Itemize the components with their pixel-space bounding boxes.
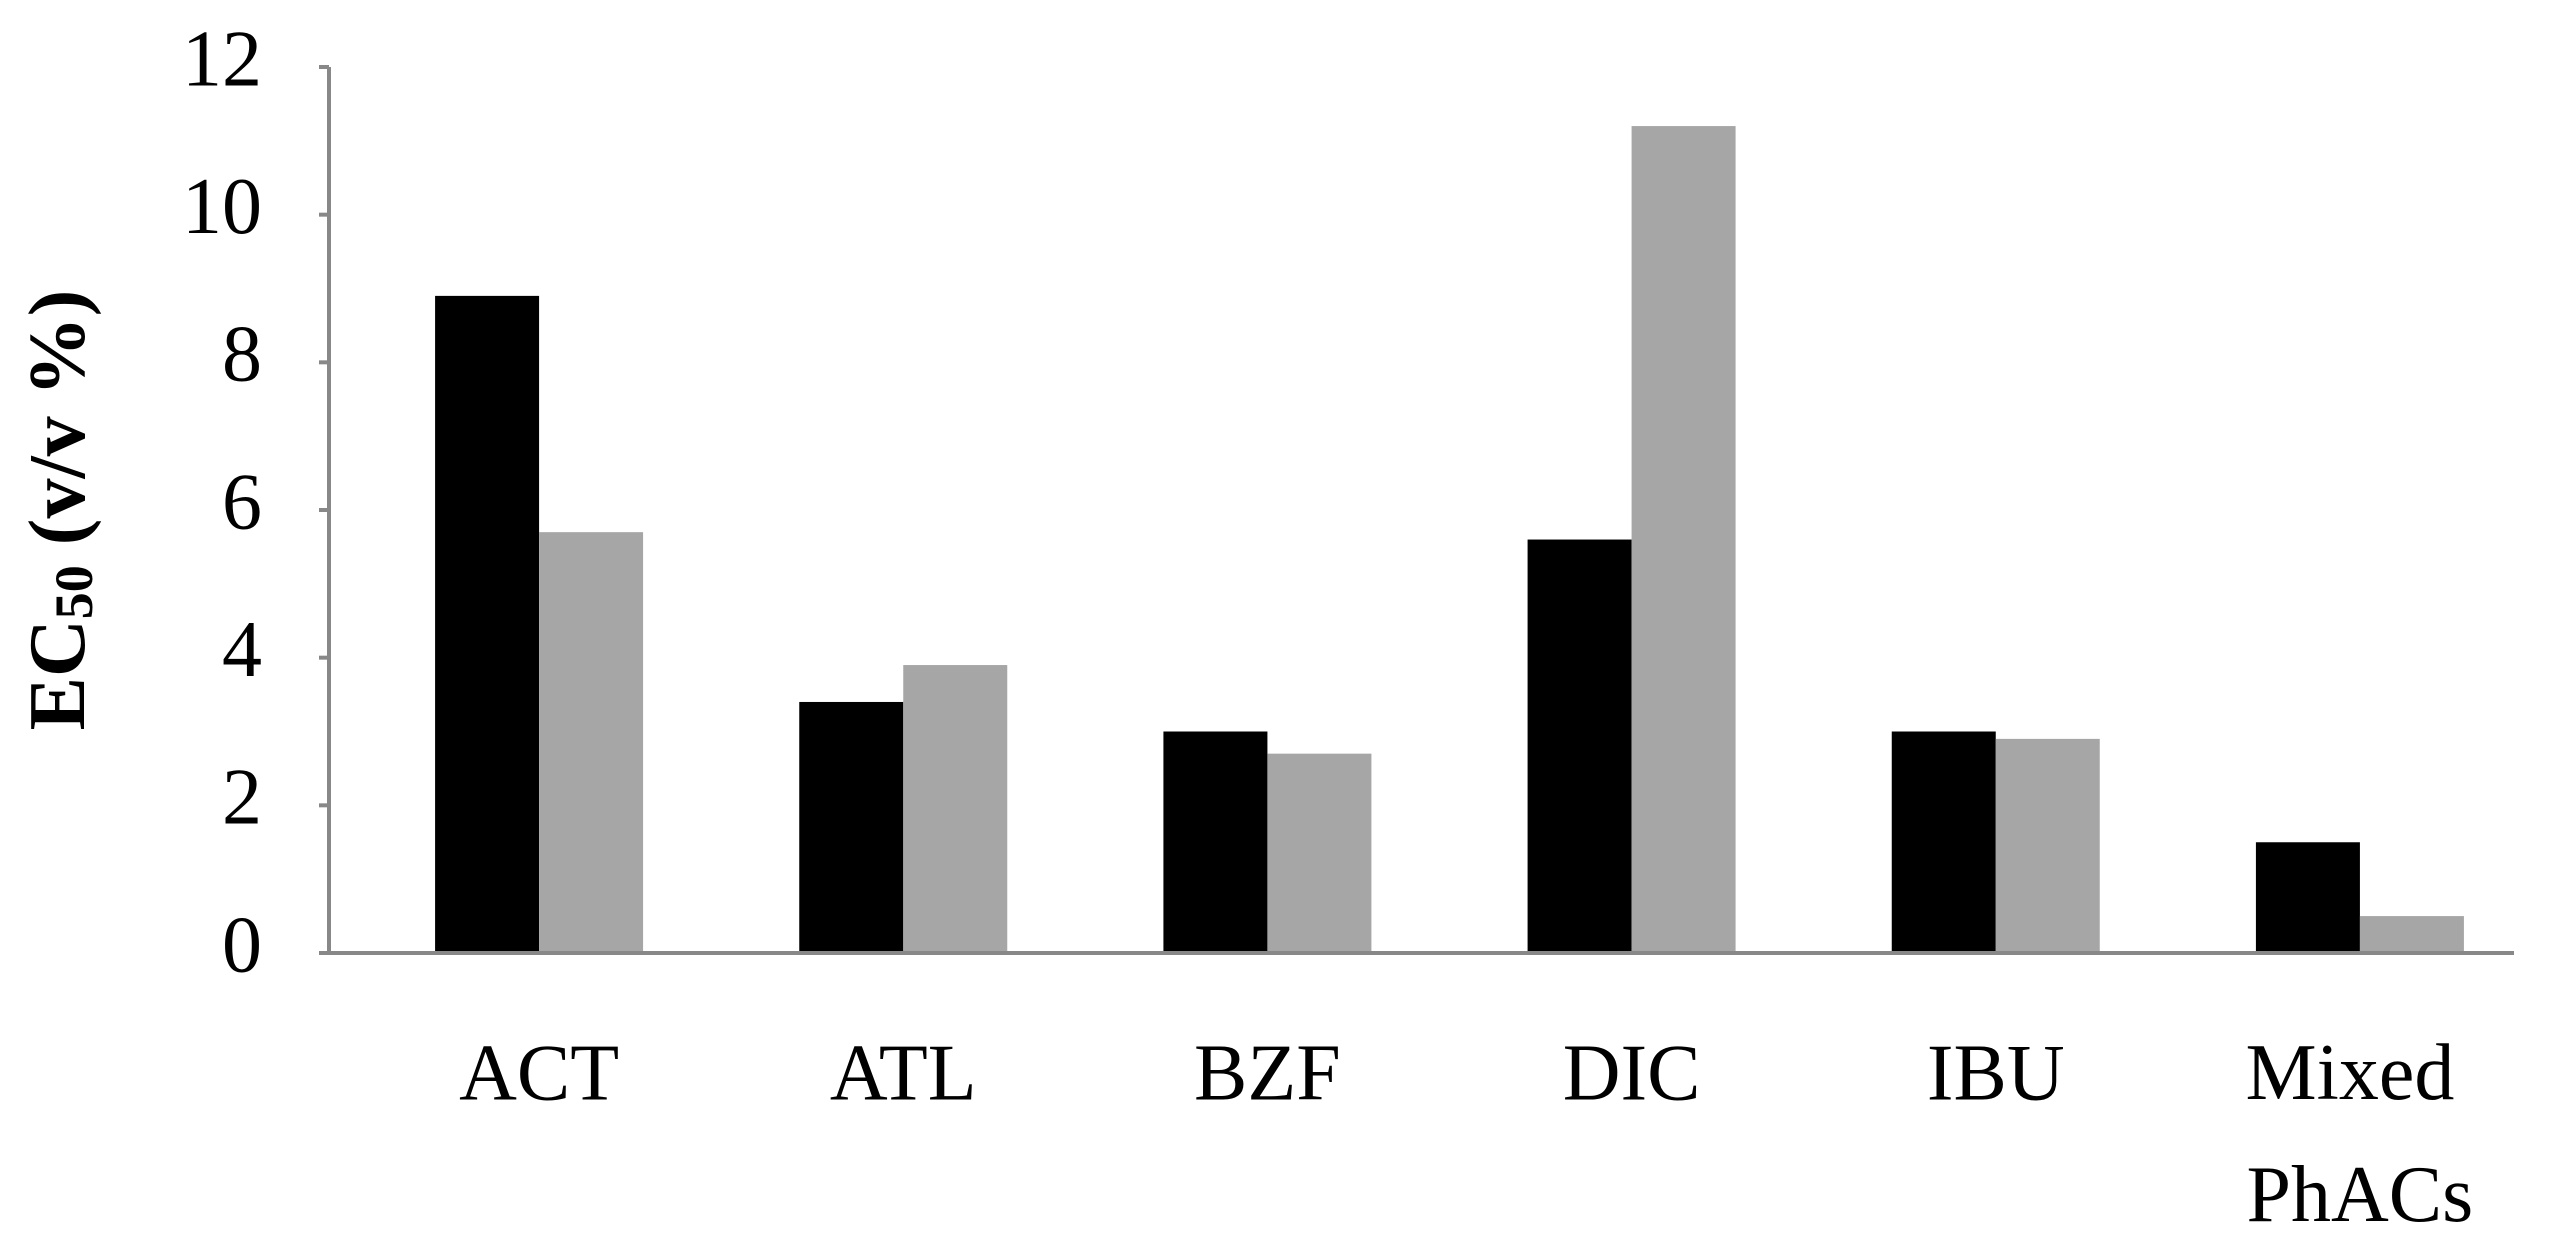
y-tick-label: 6 — [222, 458, 262, 546]
bar — [1995, 738, 2100, 953]
x-tick-label: Mixed PhACs — [2245, 1029, 2474, 1239]
bar — [1527, 539, 1632, 953]
y-tick-label: 4 — [222, 606, 262, 694]
y-tick-label: 10 — [182, 163, 262, 251]
x-tick-label: DIC — [1563, 1029, 1701, 1117]
x-tick-label: ACT — [459, 1029, 619, 1117]
bar — [2359, 916, 2464, 953]
y-label-sub: 50 — [44, 565, 104, 619]
bar — [539, 532, 644, 953]
y-tick-label: 0 — [222, 901, 262, 989]
bar — [1267, 753, 1372, 953]
y-tick-label: 12 — [182, 15, 262, 103]
y-tick-label: 8 — [222, 311, 262, 399]
x-tick-label: BZF — [1194, 1029, 1341, 1117]
y-axis-label: EC50 (v/v %) — [14, 290, 104, 731]
y-tick-label: 2 — [222, 754, 262, 842]
bar — [435, 295, 540, 954]
y-label-main: EC — [14, 619, 102, 730]
bar — [1631, 126, 1736, 954]
y-label-rest: (v/v %) — [14, 290, 102, 566]
x-tick-label: ATL — [830, 1029, 977, 1117]
bar — [799, 701, 904, 953]
bar — [1163, 731, 1268, 953]
bar — [1891, 731, 1996, 953]
bar — [2255, 842, 2360, 953]
x-tick-label: IBU — [1927, 1029, 2065, 1117]
bar — [903, 665, 1008, 953]
